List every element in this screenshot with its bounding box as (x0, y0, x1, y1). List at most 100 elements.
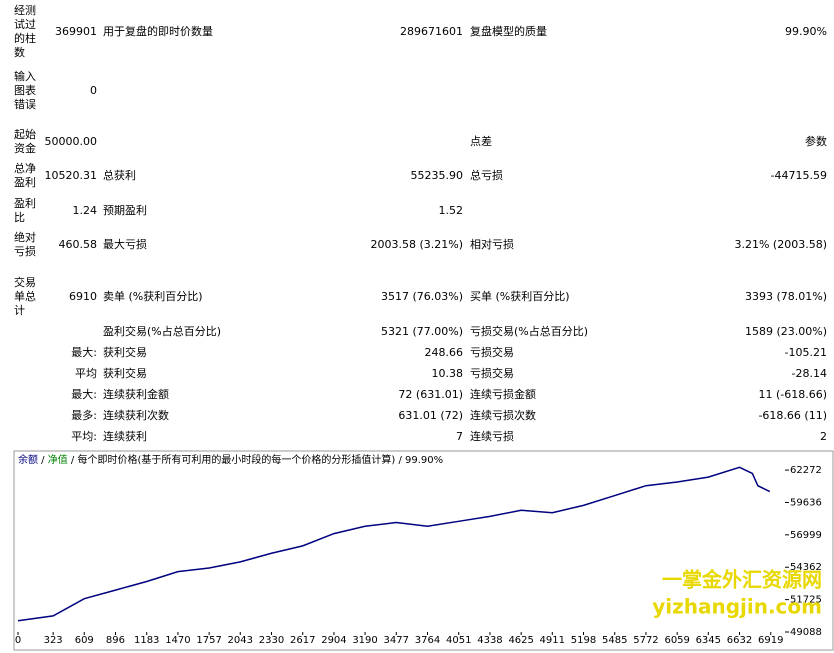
y-tick-label: 62272 (790, 465, 822, 476)
metric-label: 连续亏损次数 (470, 409, 536, 422)
quality: 99.90% (405, 455, 443, 466)
x-tick-label: 323 (44, 635, 63, 646)
x-tick-label: 3477 (384, 635, 409, 646)
y-tick-label: 51725 (790, 595, 822, 606)
metric-value: 7 (456, 430, 463, 443)
y-tick-label: 49088 (790, 627, 822, 638)
x-tick-label: 2043 (228, 635, 253, 646)
metric-label: 用于复盘的即时价数量 (103, 25, 213, 38)
metric-value: 5321 (77.00%) (380, 325, 463, 338)
metric-label: 盈利交易(%占总百分比) (103, 325, 222, 338)
x-tick-label: 2330 (259, 635, 284, 646)
metric-value: -618.66 (11) (758, 409, 827, 422)
metric-value: -44715.59 (770, 169, 827, 182)
metric-value: 11 (-618.66) (758, 388, 827, 401)
row-value: 1.24 (72, 204, 98, 217)
metric-value: 248.66 (424, 346, 464, 359)
metric-value: 2 (820, 430, 827, 443)
metric-label: 亏损交易 (470, 367, 514, 380)
metric-value: 3393 (78.01%) (744, 290, 827, 303)
metric-label: 获利交易 (103, 346, 147, 359)
separator: / (395, 455, 405, 466)
metric-label: 买单 (%获利百分比) (470, 290, 570, 303)
row-value: 6910 (69, 290, 97, 303)
row-value: 0 (90, 84, 97, 97)
metric-value: 631.01 (72) (398, 409, 463, 422)
balance-chart: 余额 / 净值 / 每个即时价格(基于所有可利用的最小时段的每一个价格的分形插值… (13, 450, 834, 651)
row-label: 输入图表错误 (14, 70, 36, 111)
x-tick-label: 5772 (633, 635, 658, 646)
metric-label: 总获利 (103, 169, 136, 182)
metric-value: 1589 (23.00%) (744, 325, 827, 338)
row-value: 平均: (71, 430, 97, 443)
separator: / (38, 455, 48, 466)
x-tick-label: 1183 (134, 635, 159, 646)
balance-line (17, 466, 771, 622)
metric-label: 亏损交易 (470, 346, 514, 359)
y-tick-label: 59636 (790, 497, 822, 508)
metric-label: 复盘模型的质量 (470, 25, 547, 38)
x-tick-label: 0 (15, 635, 21, 646)
x-tick-label: 3764 (415, 635, 440, 646)
chart-frame (13, 450, 834, 651)
metric-value: 3517 (76.03%) (380, 290, 463, 303)
row-label: 总净盈利 (14, 162, 36, 189)
y-tick-label: 56999 (790, 530, 822, 541)
row-value: 10520.31 (44, 169, 98, 182)
metric-value: 3.21% (2003.58) (734, 238, 827, 251)
metric-label: 亏损交易(%占总百分比) (470, 325, 589, 338)
x-tick-label: 2617 (290, 635, 315, 646)
legend-entry: 净值 (48, 453, 68, 466)
metric-label: 总亏损 (470, 169, 503, 182)
x-tick-label: 6059 (664, 635, 689, 646)
x-tick-label: 4338 (477, 635, 502, 646)
metric-value: 1.52 (438, 204, 464, 217)
x-tick-label: 6919 (758, 635, 783, 646)
metric-label: 连续亏损 (470, 430, 514, 443)
metric-value: 参数 (805, 135, 827, 148)
metric-label: 卖单 (%获利百分比) (103, 290, 203, 303)
subtitle: 每个即时价格(基于所有可利用的最小时段的每一个价格的分形插值计算) (77, 453, 395, 466)
metric-label: 点差 (470, 135, 492, 148)
x-tick-label: 4051 (446, 635, 471, 646)
x-tick-label: 5198 (571, 635, 596, 646)
x-tick-label: 3190 (352, 635, 377, 646)
x-tick-label: 1470 (165, 635, 190, 646)
metric-value: -105.21 (784, 346, 827, 359)
metric-label: 连续获利 (103, 430, 147, 443)
metric-label: 相对亏损 (470, 238, 514, 251)
metric-label: 连续亏损金额 (470, 388, 536, 401)
row-label: 交易单总计 (14, 276, 36, 317)
row-value: 最大: (71, 346, 97, 359)
metric-value: -28.14 (791, 367, 827, 380)
row-label: 经测试过的柱数 (14, 4, 36, 59)
x-tick-label: 609 (75, 635, 94, 646)
legend-entry: 余额 (18, 453, 38, 466)
row-value: 369901 (55, 25, 97, 38)
metric-label: 连续获利金额 (103, 388, 169, 401)
metric-value: 2003.58 (3.21%) (370, 238, 463, 251)
x-tick-label: 6345 (696, 635, 721, 646)
report-table: 经测试过的柱数 369901 用于复盘的即时价数量 289671601 复盘模型的质量 9… (14, 4, 827, 443)
separator: / (68, 455, 78, 466)
row-value: 平均 (75, 367, 97, 380)
x-tick-label: 2904 (321, 635, 346, 646)
row-label: 盈利比 (14, 197, 36, 224)
x-tick-label: 4911 (540, 635, 565, 646)
x-tick-label: 4625 (508, 635, 533, 646)
row-value: 最大: (71, 388, 97, 401)
x-tick-label: 5485 (602, 635, 627, 646)
x-tick-label: 896 (106, 635, 125, 646)
metric-label: 预期盈利 (103, 204, 147, 217)
x-tick-label: 6632 (727, 635, 752, 646)
metric-label: 连续获利次数 (103, 409, 169, 422)
metric-value: 289671601 (400, 25, 463, 38)
row-value: 50000.00 (44, 135, 98, 148)
metric-value: 99.90% (785, 25, 827, 38)
watermark: 一掌金外汇资源网 (662, 568, 822, 592)
row-label: 绝对亏损 (14, 231, 36, 258)
metric-value: 72 (631.01) (398, 388, 463, 401)
watermark: yizhangjin.com (652, 595, 822, 619)
y-tick-label: 54362 (790, 562, 822, 573)
